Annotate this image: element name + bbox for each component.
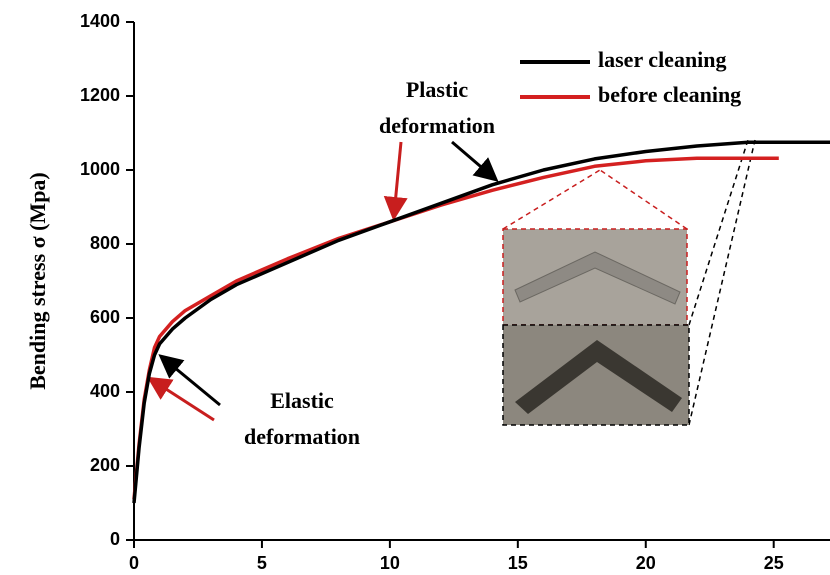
x-tick-label: 5 <box>257 553 267 573</box>
y-tick-label: 600 <box>90 307 120 327</box>
legend-label: laser cleaning <box>598 47 727 72</box>
y-tick-label: 1200 <box>80 85 120 105</box>
x-tick-label: 15 <box>508 553 528 573</box>
y-axis-label: Bending stress σ (Mpa) <box>25 172 50 390</box>
data-line <box>134 142 830 503</box>
y-tick-label: 1400 <box>80 11 120 31</box>
y-tick-label: 1000 <box>80 159 120 179</box>
annotation: Elastic <box>270 388 334 413</box>
y-tick-label: 400 <box>90 381 120 401</box>
legend-label: before cleaning <box>598 82 741 107</box>
x-tick-label: 20 <box>636 553 656 573</box>
x-tick-label: 0 <box>129 553 139 573</box>
y-tick-label: 0 <box>110 529 120 549</box>
y-tick-label: 800 <box>90 233 120 253</box>
annotation: Plastic <box>406 77 469 102</box>
chart: Bending stress σ (Mpa) 02004006008001000… <box>0 0 830 575</box>
y-tick-label: 200 <box>90 455 120 475</box>
annotation: deformation <box>379 113 495 138</box>
annotation: deformation <box>244 424 360 449</box>
inset-photos <box>503 140 755 425</box>
x-tick-label: 10 <box>380 553 400 573</box>
x-tick-label: 25 <box>764 553 784 573</box>
arrows <box>152 142 494 420</box>
